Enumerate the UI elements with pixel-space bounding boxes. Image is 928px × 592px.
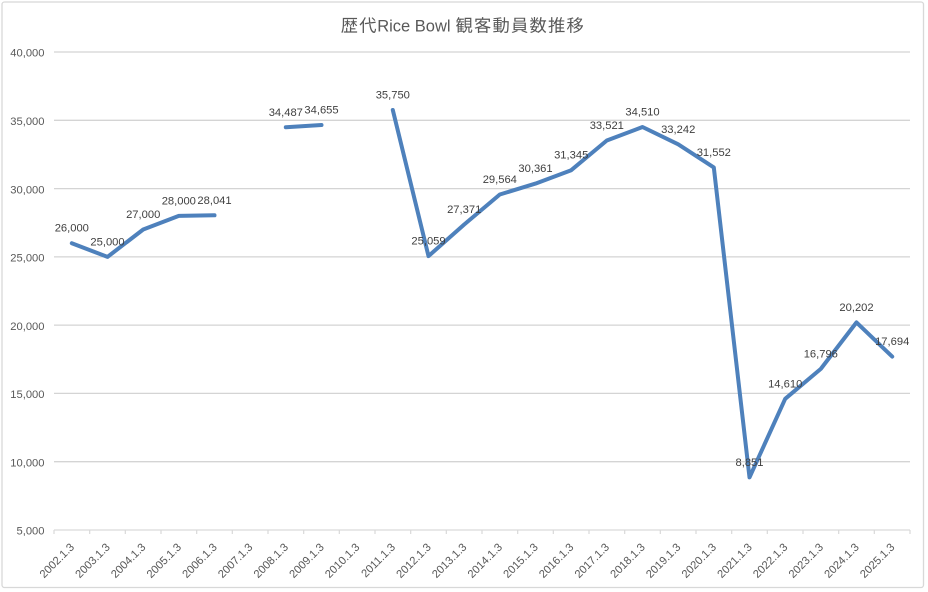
svg-text:2006.1.3: 2006.1.3: [180, 541, 219, 580]
svg-text:2019.1.3: 2019.1.3: [644, 541, 683, 580]
svg-text:31,345: 31,345: [554, 150, 588, 162]
svg-text:2003.1.3: 2003.1.3: [73, 541, 112, 580]
svg-text:14,610: 14,610: [768, 378, 802, 390]
svg-text:2018.1.3: 2018.1.3: [608, 541, 647, 580]
svg-text:34,655: 34,655: [304, 105, 338, 117]
svg-text:2017.1.3: 2017.1.3: [573, 541, 612, 580]
svg-text:2025.1.3: 2025.1.3: [858, 541, 897, 580]
svg-text:2013.1.3: 2013.1.3: [430, 541, 469, 580]
svg-text:2024.1.3: 2024.1.3: [822, 541, 861, 580]
svg-text:2016.1.3: 2016.1.3: [537, 541, 576, 580]
svg-text:10,000: 10,000: [10, 457, 44, 469]
svg-text:26,000: 26,000: [55, 223, 89, 235]
svg-text:2007.1.3: 2007.1.3: [216, 541, 255, 580]
svg-text:30,000: 30,000: [10, 184, 44, 196]
svg-text:31,552: 31,552: [697, 147, 731, 159]
svg-text:28,041: 28,041: [197, 195, 231, 207]
svg-text:2021.1.3: 2021.1.3: [715, 541, 754, 580]
svg-text:30,361: 30,361: [518, 163, 552, 175]
svg-text:2023.1.3: 2023.1.3: [787, 541, 826, 580]
svg-text:2011.1.3: 2011.1.3: [359, 541, 398, 580]
svg-text:35,000: 35,000: [10, 116, 44, 128]
svg-text:35,750: 35,750: [376, 90, 410, 102]
svg-text:2010.1.3: 2010.1.3: [323, 541, 362, 580]
svg-text:33,242: 33,242: [661, 124, 695, 136]
svg-text:5,000: 5,000: [17, 526, 45, 538]
svg-text:29,564: 29,564: [483, 174, 517, 186]
svg-text:33,521: 33,521: [590, 120, 624, 132]
svg-text:15,000: 15,000: [10, 389, 44, 401]
svg-text:2002.1.3: 2002.1.3: [38, 541, 77, 580]
svg-text:16,796: 16,796: [804, 348, 838, 360]
svg-text:28,000: 28,000: [162, 195, 196, 207]
svg-text:34,510: 34,510: [625, 107, 659, 119]
svg-text:2009.1.3: 2009.1.3: [287, 541, 326, 580]
svg-text:8,851: 8,851: [736, 457, 764, 469]
svg-text:2008.1.3: 2008.1.3: [252, 541, 291, 580]
svg-text:27,000: 27,000: [126, 209, 160, 221]
svg-text:Rice Bowl: Rice Bowl: [377, 18, 450, 36]
svg-text:17,694: 17,694: [875, 336, 909, 348]
svg-text:2012.1.3: 2012.1.3: [394, 541, 433, 580]
svg-text:25,000: 25,000: [10, 253, 44, 265]
svg-text:25,059: 25,059: [411, 236, 445, 248]
svg-text:25,000: 25,000: [90, 236, 124, 248]
svg-text:34,487: 34,487: [269, 107, 303, 119]
svg-text:2022.1.3: 2022.1.3: [751, 541, 790, 580]
svg-text:2014.1.3: 2014.1.3: [466, 541, 505, 580]
svg-text:2020.1.3: 2020.1.3: [680, 541, 719, 580]
svg-text:2015.1.3: 2015.1.3: [501, 541, 540, 580]
svg-text:27,371: 27,371: [447, 204, 481, 216]
svg-text:2005.1.3: 2005.1.3: [145, 541, 184, 580]
svg-text:40,000: 40,000: [10, 48, 44, 60]
svg-text:2004.1.3: 2004.1.3: [109, 541, 148, 580]
svg-text:20,202: 20,202: [839, 302, 873, 314]
svg-text:20,000: 20,000: [10, 321, 44, 333]
